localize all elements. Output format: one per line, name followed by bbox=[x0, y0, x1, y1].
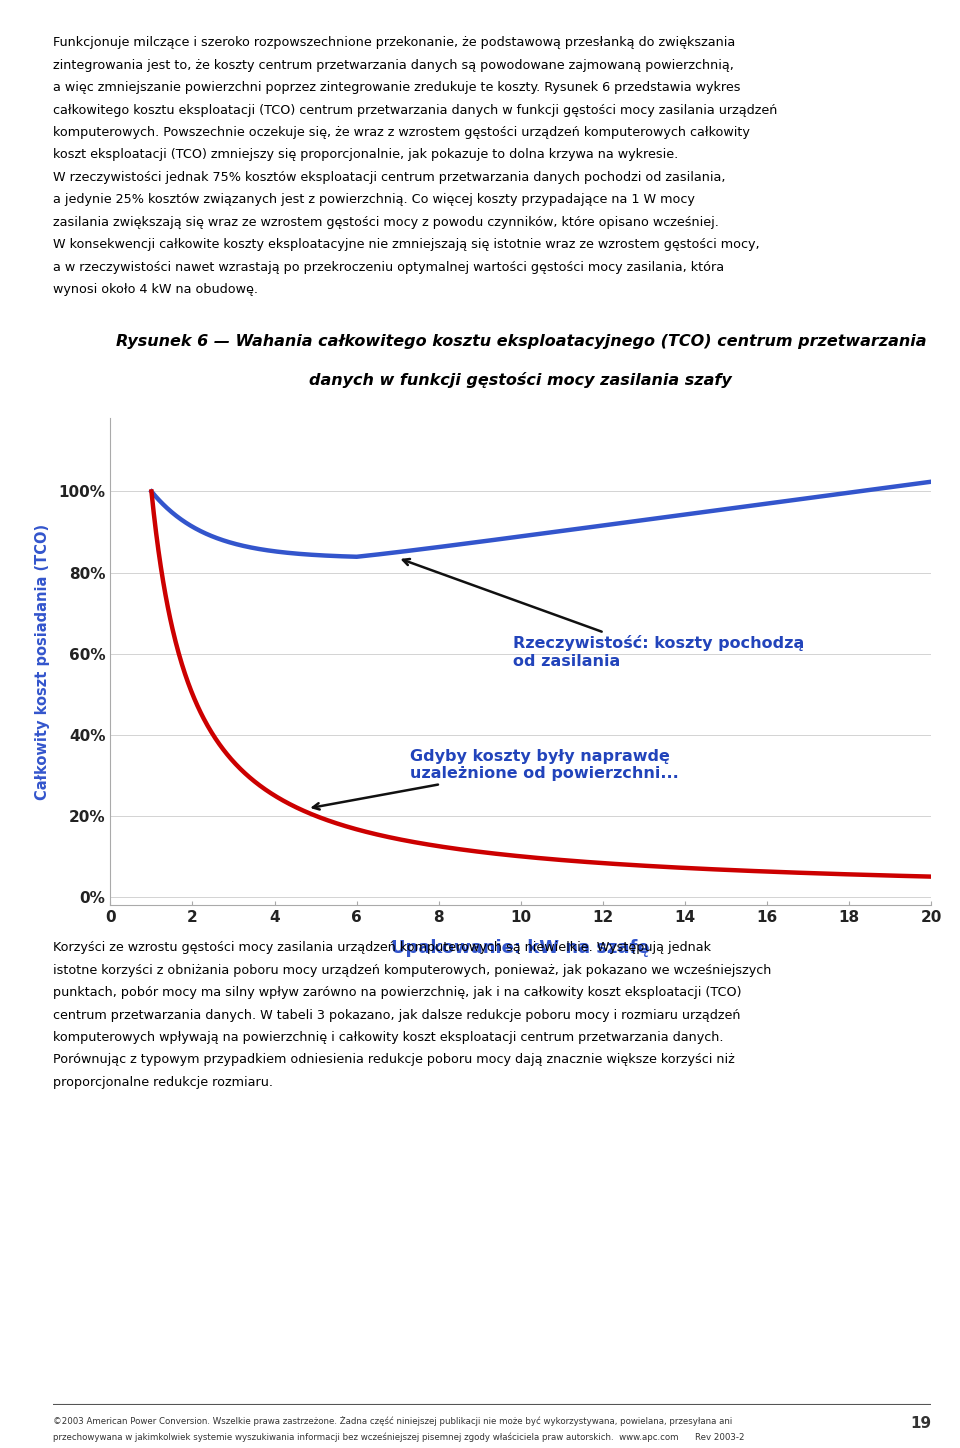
X-axis label: Upakowanie: kW na szafę: Upakowanie: kW na szafę bbox=[392, 938, 650, 957]
Text: a więc zmniejszanie powierzchni poprzez zintegrowanie zredukuje te koszty. Rysun: a więc zmniejszanie powierzchni poprzez … bbox=[53, 81, 740, 94]
Text: koszt eksploatacji (TCO) zmniejszy się proporcjonalnie, jak pokazuje to dolna kr: koszt eksploatacji (TCO) zmniejszy się p… bbox=[53, 149, 678, 161]
Text: W rzeczywistości jednak 75% kosztów eksploatacji centrum przetwarzania danych po: W rzeczywistości jednak 75% kosztów eksp… bbox=[53, 171, 726, 184]
Text: komputerowych. Powszechnie oczekuje się, że wraz z wzrostem gęstości urządzeń ko: komputerowych. Powszechnie oczekuje się,… bbox=[53, 126, 750, 139]
Text: zasilania zwiększają się wraz ze wzrostem gęstości mocy z powodu czynników, któr: zasilania zwiększają się wraz ze wzroste… bbox=[53, 216, 719, 229]
Text: Porównując z typowym przypadkiem odniesienia redukcje poboru mocy dają znacznie : Porównując z typowym przypadkiem odniesi… bbox=[53, 1054, 734, 1066]
Text: W konsekwencji całkowite koszty eksploatacyjne nie zmniejszają się istotnie wraz: W konsekwencji całkowite koszty eksploat… bbox=[53, 239, 759, 251]
Text: Gdyby koszty były naprawdę
uzależnione od powierzchni...: Gdyby koszty były naprawdę uzależnione o… bbox=[313, 749, 679, 809]
Text: a w rzeczywistości nawet wzrastają po przekroczeniu optymalnej wartości gęstości: a w rzeczywistości nawet wzrastają po pr… bbox=[53, 261, 724, 274]
Text: Korzyści ze wzrostu gęstości mocy zasilania urządzeń komputerowych są niewielkie: Korzyści ze wzrostu gęstości mocy zasila… bbox=[53, 941, 710, 954]
Text: komputerowych wpływają na powierzchnię i całkowity koszt eksploatacji centrum pr: komputerowych wpływają na powierzchnię i… bbox=[53, 1031, 723, 1044]
Text: całkowitego kosztu eksploatacji (TCO) centrum przetwarzania danych w funkcji gęs: całkowitego kosztu eksploatacji (TCO) ce… bbox=[53, 104, 778, 116]
Text: Rysunek 6 — Wahania całkowitego kosztu eksploatacyjnego (TCO) centrum przetwarza: Rysunek 6 — Wahania całkowitego kosztu e… bbox=[115, 334, 926, 349]
Text: ©2003 American Power Conversion. Wszelkie prawa zastrzeżone. Żadna część niniejs: ©2003 American Power Conversion. Wszelki… bbox=[53, 1416, 732, 1426]
Text: wynosi około 4 kW na obudowę.: wynosi około 4 kW na obudowę. bbox=[53, 284, 258, 295]
Text: proporcjonalne redukcje rozmiaru.: proporcjonalne redukcje rozmiaru. bbox=[53, 1076, 273, 1089]
Y-axis label: Całkowity koszt posiadania (TCO): Całkowity koszt posiadania (TCO) bbox=[36, 524, 50, 799]
Text: punktach, pobór mocy ma silny wpływ zarówno na powierzchnię, jak i na całkowity : punktach, pobór mocy ma silny wpływ zaró… bbox=[53, 986, 741, 999]
Text: Funkcjonuje milczące i szeroko rozpowszechnione przekonanie, że podstawową przes: Funkcjonuje milczące i szeroko rozpowsze… bbox=[53, 36, 735, 49]
Text: zintegrowania jest to, że koszty centrum przetwarzania danych są powodowane zajm: zintegrowania jest to, że koszty centrum… bbox=[53, 59, 733, 71]
Text: przechowywana w jakimkolwiek systemie wyszukiwania informacji bez wcześniejszej : przechowywana w jakimkolwiek systemie wy… bbox=[53, 1432, 744, 1442]
Text: a jedynie 25% kosztów związanych jest z powierzchnią. Co więcej koszty przypadaj: a jedynie 25% kosztów związanych jest z … bbox=[53, 194, 695, 206]
Text: danych w funkcji gęstości mocy zasilania szafy: danych w funkcji gęstości mocy zasilania… bbox=[309, 372, 732, 388]
Text: 19: 19 bbox=[910, 1416, 931, 1431]
Text: istotne korzyści z obniżania poboru mocy urządzeń komputerowych, ponieważ, jak p: istotne korzyści z obniżania poboru mocy… bbox=[53, 964, 771, 976]
Text: Rzeczywistość: koszty pochodzą
od zasilania: Rzeczywistość: koszty pochodzą od zasila… bbox=[403, 559, 804, 669]
Text: centrum przetwarzania danych. W tabeli 3 pokazano, jak dalsze redukcje poboru mo: centrum przetwarzania danych. W tabeli 3… bbox=[53, 1009, 740, 1021]
